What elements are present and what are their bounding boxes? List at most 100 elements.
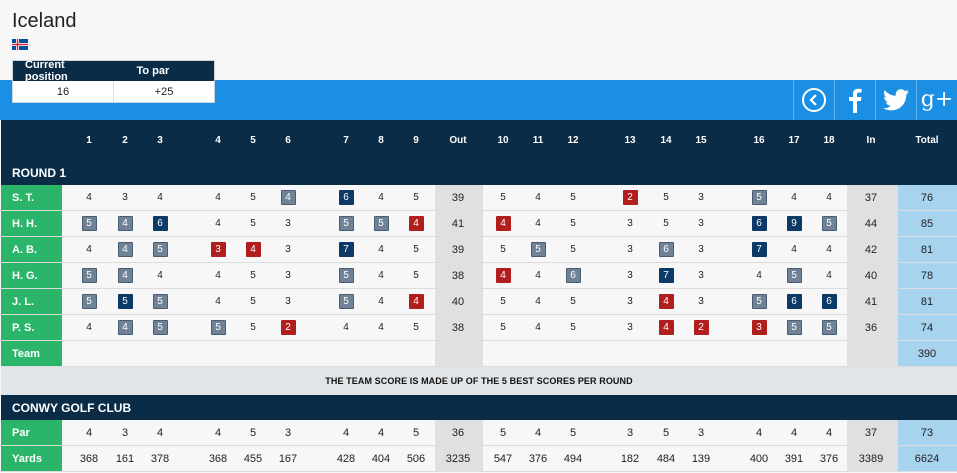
par-cell: 4 <box>755 426 763 439</box>
score-cell: 5 <box>366 211 396 236</box>
total-column-bg <box>898 315 957 340</box>
player-name: P. S. <box>1 315 62 340</box>
back-arrow-icon[interactable] <box>793 80 834 120</box>
score-cell: 7 <box>331 237 361 262</box>
score-cell: 85 <box>920 217 934 230</box>
par-cell: 3 <box>626 426 634 439</box>
score-cell: 4 <box>215 218 221 229</box>
current-position-value: 16 <box>13 81 114 103</box>
score-cell: 4 <box>86 192 92 203</box>
score-cell: 4 <box>826 192 832 203</box>
score-cell: 4 <box>378 244 384 255</box>
to-par-header: To par <box>136 65 170 77</box>
course-label: CONWY GOLF CLUB <box>1 395 957 420</box>
score-badge: 5 <box>152 294 168 309</box>
score-badge: 4 <box>408 216 424 231</box>
score-cell: 38 <box>451 269 465 282</box>
par-cell: 4 <box>85 426 93 439</box>
score-cell: 3 <box>744 315 774 340</box>
share-toolbar: g+ <box>793 80 957 120</box>
score-cell: 4 <box>756 270 762 281</box>
in-column-bg <box>847 315 898 340</box>
yards-cell: 391 <box>784 452 804 465</box>
score-cell: 78 <box>920 269 934 282</box>
score-badge: 5 <box>81 268 97 283</box>
par-cell: 4 <box>156 426 164 439</box>
total-column-bg <box>898 263 957 288</box>
score-cell: 4 <box>86 322 92 333</box>
column-header: 13 <box>624 134 636 146</box>
score-cell: 4 <box>826 244 832 255</box>
google-plus-icon[interactable]: g+ <box>916 80 957 120</box>
in-column-bg <box>847 263 898 288</box>
column-header: 7 <box>343 134 349 146</box>
score-cell: 5 <box>523 237 553 262</box>
total-column-bg <box>898 446 957 471</box>
score-cell: 4 <box>215 192 221 203</box>
score-badge: 5 <box>373 216 389 231</box>
column-header: 14 <box>660 134 672 146</box>
score-cell: 4 <box>401 211 431 236</box>
total-column-bg <box>898 211 957 236</box>
score-cell: 5 <box>145 237 175 262</box>
twitter-icon[interactable] <box>875 80 916 120</box>
par-cell: 4 <box>790 426 798 439</box>
yards-cell: 400 <box>749 452 769 465</box>
score-badge: 4 <box>280 190 296 205</box>
out-column-bg <box>435 315 483 340</box>
score-cell: 5 <box>203 315 233 340</box>
par-cell: 4 <box>534 426 542 439</box>
yards-cell: 167 <box>278 452 298 465</box>
out-column-bg <box>435 185 483 210</box>
facebook-icon[interactable] <box>834 80 875 120</box>
score-cell: 4 <box>238 237 268 262</box>
score-badge: 4 <box>495 268 511 283</box>
score-cell: 4 <box>86 244 92 255</box>
score-badge: 6 <box>658 242 674 257</box>
yards-cell: 182 <box>620 452 640 465</box>
team-row: Team 390 <box>1 341 957 367</box>
score-badge: 4 <box>408 294 424 309</box>
score-cell: 5 <box>814 211 844 236</box>
score-badge: 5 <box>338 216 354 231</box>
score-cell: 5 <box>250 270 256 281</box>
score-cell: 4 <box>110 211 140 236</box>
score-badge: 5 <box>821 216 837 231</box>
score-cell: 4 <box>110 263 140 288</box>
score-cell: 5 <box>744 185 774 210</box>
par-cell: 3 <box>697 426 705 439</box>
score-cell: 41 <box>451 217 465 230</box>
score-cell: 4 <box>791 192 797 203</box>
score-badge: 6 <box>751 216 767 231</box>
par-cell: 4 <box>377 426 385 439</box>
score-cell: 6 <box>558 263 588 288</box>
score-cell: 9 <box>779 211 809 236</box>
par-cell: 37 <box>864 426 878 439</box>
score-cell: 40 <box>451 295 465 308</box>
score-badge: 3 <box>751 320 767 335</box>
total-column-bg <box>898 185 957 210</box>
score-cell: 5 <box>145 315 175 340</box>
column-header: In <box>866 134 876 146</box>
score-badge: 5 <box>786 268 802 283</box>
column-header: 2 <box>122 134 128 146</box>
score-badge: 2 <box>693 320 709 335</box>
column-header: 6 <box>285 134 291 146</box>
score-cell: 3 <box>285 218 291 229</box>
score-cell: 4 <box>535 322 541 333</box>
score-cell: 4 <box>401 289 431 314</box>
score-cell: 4 <box>826 270 832 281</box>
score-cell: 3 <box>698 270 704 281</box>
score-badge: 5 <box>530 242 546 257</box>
par-cell: 4 <box>214 426 222 439</box>
score-cell: 4 <box>215 296 221 307</box>
score-badge: 6 <box>821 294 837 309</box>
column-header: 1 <box>86 134 92 146</box>
score-cell: 4 <box>535 218 541 229</box>
par-cell: 5 <box>412 426 420 439</box>
par-cell: 3 <box>284 426 292 439</box>
score-cell: 2 <box>686 315 716 340</box>
team-name: Team <box>1 341 62 366</box>
player-name: S. T. <box>1 185 62 210</box>
yards-cell: 455 <box>243 452 263 465</box>
